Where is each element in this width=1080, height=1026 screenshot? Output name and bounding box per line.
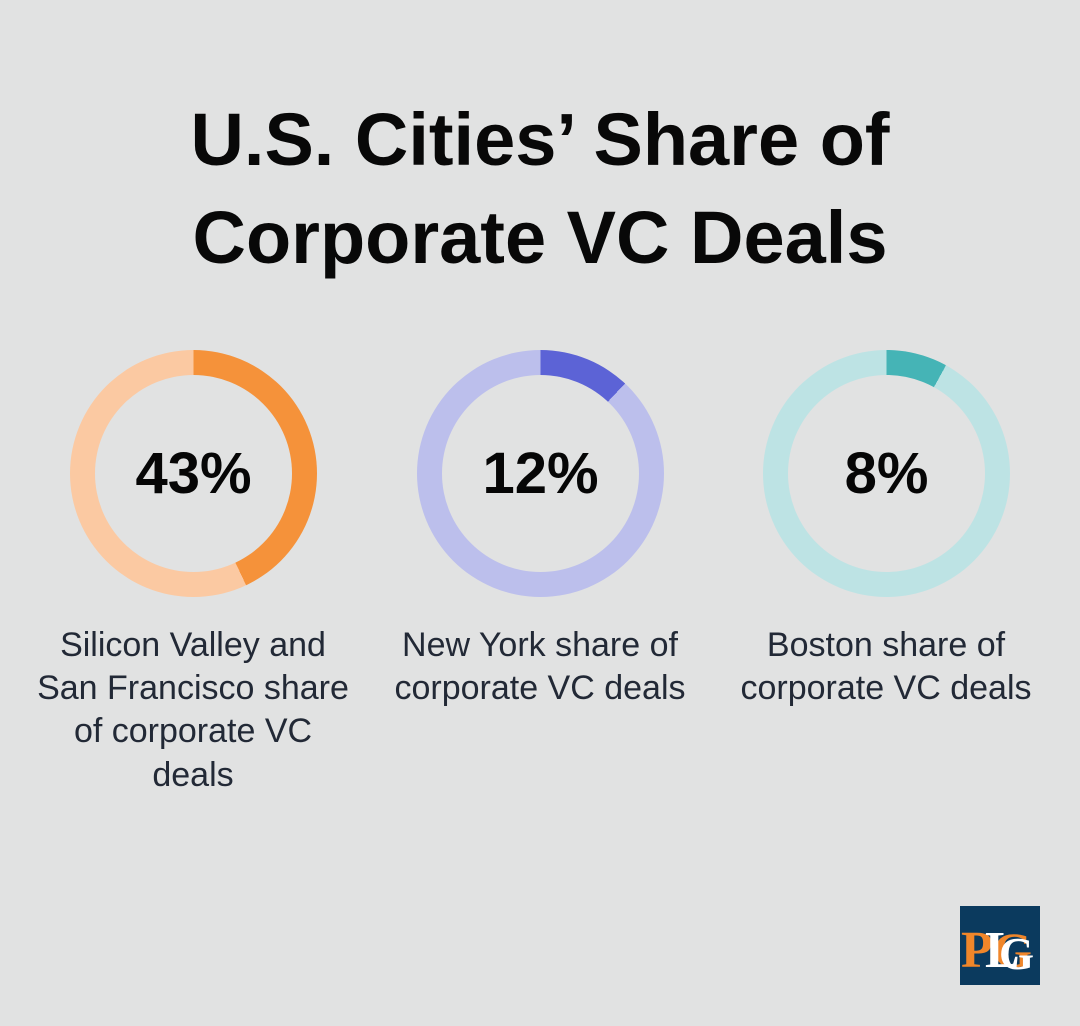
svg-text:G: G xyxy=(999,929,1034,979)
